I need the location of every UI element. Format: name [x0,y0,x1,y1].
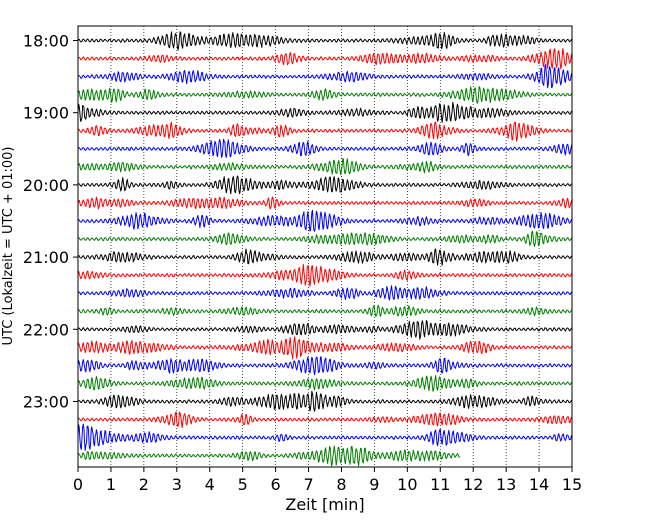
x-tick-label: 2 [139,475,149,494]
x-tick-label: 13 [496,475,516,494]
y-axis-label: UTC (Lokalzeit = UTC + 01:00) [1,147,16,346]
trace-2115 [77,263,573,287]
x-tick-label: 12 [463,475,483,494]
trace-1800 [77,31,573,51]
trace-2015 [77,196,573,210]
x-axis-label: Zeit [min] [285,495,364,514]
y-tick-label: 18:00 [23,32,69,51]
trace-1815 [77,48,573,70]
trace-2230 [77,356,573,376]
trace-2000 [77,175,573,195]
trace-2330 [77,423,573,451]
x-tick-label: 8 [336,475,346,494]
trace-1845 [77,86,573,104]
plot-frame [77,25,573,468]
trace-2315 [77,411,573,429]
trace-2045 [77,230,573,247]
seismic-traces [77,31,573,467]
trace-2100 [77,248,573,266]
y-tick-label: 22:00 [23,320,69,339]
trace-1945 [77,158,573,176]
x-tick-label: 15 [562,475,582,494]
trace-1930 [77,138,573,158]
x-tick-label: 11 [430,475,450,494]
x-tick-label: 1 [106,475,116,494]
trace-2215 [77,336,573,360]
trace-1830 [77,64,573,89]
trace-2145 [77,304,573,317]
trace-2300 [77,390,573,412]
x-tick-label: 3 [172,475,182,494]
x-tick-label: 14 [529,475,549,494]
trace-1900 [77,101,573,123]
x-tick-label: 9 [369,475,379,494]
y-tick-label: 23:00 [23,393,69,412]
x-tick-label: 0 [73,475,83,494]
y-tick-label: 21:00 [23,248,69,267]
trace-2030 [77,209,573,232]
x-tick-label: 10 [397,475,417,494]
trace-2345 [77,445,461,467]
trace-2200 [77,320,573,340]
x-tick-label: 6 [271,475,281,494]
y-tick-label: 20:00 [23,176,69,195]
trace-1915 [77,121,573,142]
y-tick-label: 19:00 [23,104,69,123]
x-tick-label: 5 [238,475,248,494]
x-tick-label: 4 [205,475,215,494]
x-axis-ticks: 0 1 2 3 4 5 6 7 8 9 10 11 12 13 14 15 [73,467,582,494]
trace-2130 [77,285,573,301]
x-tick-label: 7 [303,475,313,494]
y-axis-ticks: 18:00 19:00 20:00 21:00 22:00 23:00 [23,32,78,412]
trace-2245 [77,374,573,392]
